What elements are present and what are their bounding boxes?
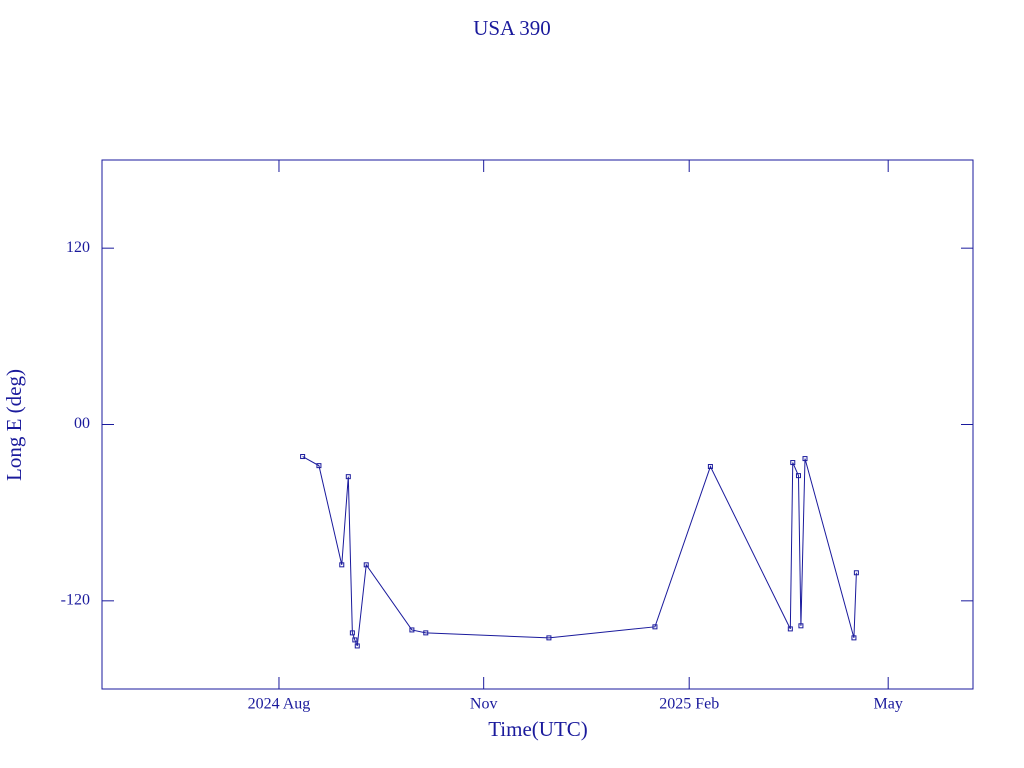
point-marker: [423, 630, 429, 636]
x-tick-label: 2025 Feb: [659, 696, 719, 713]
point-marker: [790, 460, 796, 466]
point-marker: [787, 626, 793, 632]
point-marker: [339, 562, 345, 568]
point-marker: [354, 643, 360, 649]
point-marker: [363, 562, 369, 568]
point-marker: [853, 570, 859, 576]
y-tick-label: -120: [61, 592, 90, 609]
point-marker: [802, 456, 808, 462]
series-line: [302, 456, 857, 647]
y-tick-label: 00: [74, 415, 90, 432]
x-tick-label: May: [874, 696, 903, 713]
point-marker: [707, 464, 713, 470]
y-tick-label: 120: [66, 239, 90, 256]
point-marker: [546, 635, 552, 641]
point-marker: [349, 630, 355, 636]
point-marker: [795, 473, 801, 479]
chart-title: USA 390: [473, 16, 551, 40]
point-marker: [652, 624, 658, 630]
y-axis-label: Long E (deg): [2, 369, 26, 481]
point-marker: [345, 474, 351, 480]
point-marker: [300, 454, 306, 460]
x-tick-label: Nov: [470, 696, 498, 713]
point-marker: [851, 635, 857, 641]
point-marker: [316, 463, 322, 469]
x-tick-label: 2024 Aug: [248, 696, 311, 713]
point-marker: [409, 627, 415, 633]
x-axis-label: Time(UTC): [488, 717, 588, 741]
point-marker: [798, 623, 804, 629]
plot-frame: [101, 159, 974, 690]
point-marker: [352, 637, 358, 643]
